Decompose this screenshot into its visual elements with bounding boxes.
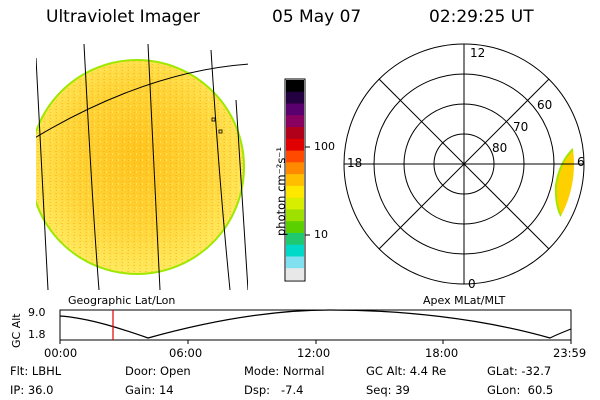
colorbar-cell (286, 115, 304, 128)
colorbar-cell (286, 232, 304, 246)
mlt-label-6: 6 (577, 155, 585, 169)
altitude-axis-label: GC Alt (10, 313, 23, 348)
colorbar-cell (286, 138, 304, 152)
geographic-longitude-info: GLon: 60.5 (487, 383, 554, 397)
colorbar-cell (286, 150, 304, 163)
date-label: 05 May 07 (272, 7, 362, 27)
colorbar-tick-10: 10 (314, 228, 328, 241)
mlt-label-0: 0 (468, 277, 476, 291)
colorbar-cell (286, 244, 304, 258)
mlat-label-80: 80 (492, 141, 508, 155)
gain-info: Gain: 14 (125, 383, 174, 397)
auroral-oval-region (554, 138, 574, 224)
colorbar-cell (286, 174, 304, 187)
polar-caption: Apex MLat/MLT (423, 294, 506, 307)
time-tick-0000: 00:00 (44, 346, 78, 360)
dsp-info: Dsp: -7.4 (244, 383, 304, 397)
colorbar-cell (286, 185, 304, 199)
time-tick-0600: 06:00 (169, 346, 203, 360)
altitude-plot (59, 309, 572, 344)
mlt-label-18: 18 (347, 156, 363, 170)
geographic-latitude-info: GLat: -32.7 (487, 364, 552, 378)
gc-altitude-info: GC Alt: 4.4 Re (366, 364, 447, 378)
colorbar-cell (286, 91, 304, 105)
color-scale-bar (284, 78, 310, 282)
mlat-label-60: 60 (537, 98, 553, 112)
altitude-max-label: 9.0 (28, 306, 46, 319)
door-info: Door: Open (125, 364, 191, 378)
mlat-label-70: 70 (513, 120, 529, 134)
altitude-curve (59, 309, 572, 339)
time-tick-2359: 23:59 (553, 346, 587, 360)
colorbar-cell (286, 209, 304, 222)
colorbar-cell (286, 197, 304, 211)
mode-info: Mode: Normal (244, 364, 325, 378)
colorbar-cell (286, 80, 304, 93)
colorbar-cell (286, 103, 304, 116)
lat-lon-grid (36, 44, 248, 291)
time-label: 02:29:25 UT (429, 7, 534, 27)
colorbar-tick-100: 100 (314, 140, 335, 153)
filter-info: Flt: LBHL (10, 364, 62, 378)
ip-info: IP: 36.0 (10, 383, 54, 397)
geographic-caption: Geographic Lat/Lon (68, 294, 176, 307)
geographic-panel (36, 44, 248, 291)
sequence-info: Seq: 39 (366, 383, 410, 397)
colorbar-cell (286, 268, 304, 281)
time-tick-1200: 12:00 (297, 346, 331, 360)
colorbar-cell (286, 221, 304, 234)
mlt-label-12: 12 (470, 46, 486, 60)
colorbar-cell (286, 127, 304, 140)
colorbar-units-label: photon cm⁻²s⁻¹ (274, 147, 288, 236)
colorbar-cell (286, 162, 304, 175)
polar-panel (343, 43, 585, 285)
time-tick-1800: 18:00 (425, 346, 459, 360)
app-title: Ultraviolet Imager (46, 7, 200, 27)
colorbar-cell (286, 256, 304, 269)
altitude-min-label: 1.8 (28, 328, 46, 341)
